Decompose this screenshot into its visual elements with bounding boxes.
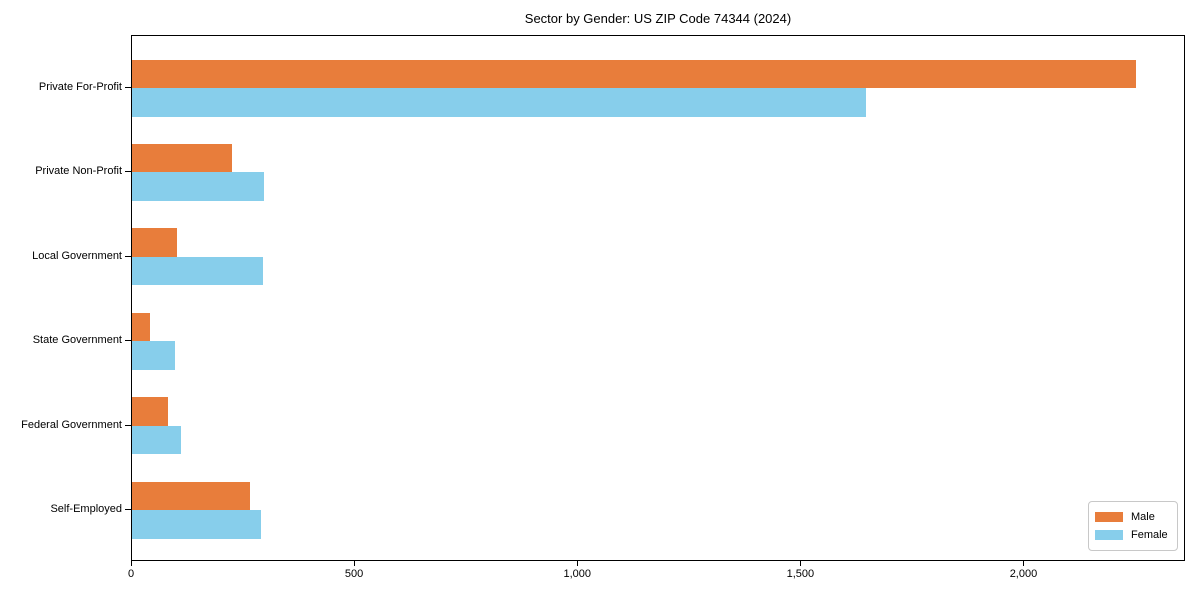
x-tick-label: 1,000: [563, 568, 591, 580]
legend-item-female: Female: [1095, 526, 1177, 544]
y-tick-label: Local Government: [32, 249, 122, 262]
y-tick-mark: [125, 171, 131, 173]
x-tick-label: 0: [127, 568, 135, 580]
y-tick-label: Private For-Profit: [38, 81, 122, 93]
x-tick-label: 2,000: [1009, 568, 1038, 580]
male-bar-4: [132, 397, 168, 426]
female-bar-3: [132, 341, 176, 370]
x-tick-mark: [577, 561, 579, 566]
y-tick-mark: [125, 509, 131, 510]
female-swatch-icon: [1095, 530, 1123, 540]
male-bar-3: [132, 312, 150, 342]
male-bar-2: [132, 228, 177, 257]
female-bar-4: [132, 425, 182, 455]
y-tick-mark: [125, 340, 131, 342]
y-tick-label: Private Non-Profit: [35, 165, 122, 178]
male-bar-5: [132, 481, 251, 510]
female-bar-0: [132, 88, 867, 117]
legend: Male Female: [1088, 501, 1178, 551]
legend-label-male: Male: [1131, 511, 1155, 523]
y-tick-label: Self-Employed: [50, 503, 122, 515]
y-tick-label: State Government: [32, 334, 122, 347]
x-tick-mark: [131, 561, 132, 566]
x-tick-label: 500: [344, 568, 364, 580]
y-tick-label: Federal Government: [21, 418, 122, 431]
male-swatch-icon: [1095, 512, 1123, 522]
x-tick-mark: [354, 561, 356, 566]
female-bar-2: [132, 256, 263, 286]
y-tick-mark: [125, 424, 131, 426]
male-bar-1: [132, 143, 233, 173]
y-tick-mark: [125, 87, 131, 88]
x-tick-mark: [800, 561, 802, 566]
female-bar-5: [132, 510, 262, 539]
chart-title: Sector by Gender: US ZIP Code 74344 (202…: [524, 11, 792, 26]
male-bar-0: [132, 59, 1137, 88]
legend-label-female: Female: [1131, 529, 1168, 541]
female-bar-1: [132, 172, 265, 201]
y-tick-mark: [125, 255, 131, 257]
plot-area: Male Female: [131, 35, 1185, 561]
x-tick-label: 1,500: [786, 568, 815, 580]
legend-item-male: Male: [1095, 508, 1177, 526]
x-tick-mark: [1023, 561, 1025, 566]
